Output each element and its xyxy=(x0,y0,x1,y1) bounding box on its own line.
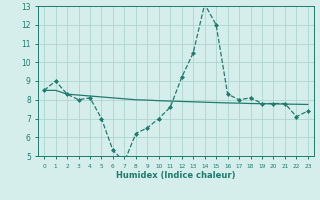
X-axis label: Humidex (Indice chaleur): Humidex (Indice chaleur) xyxy=(116,171,236,180)
